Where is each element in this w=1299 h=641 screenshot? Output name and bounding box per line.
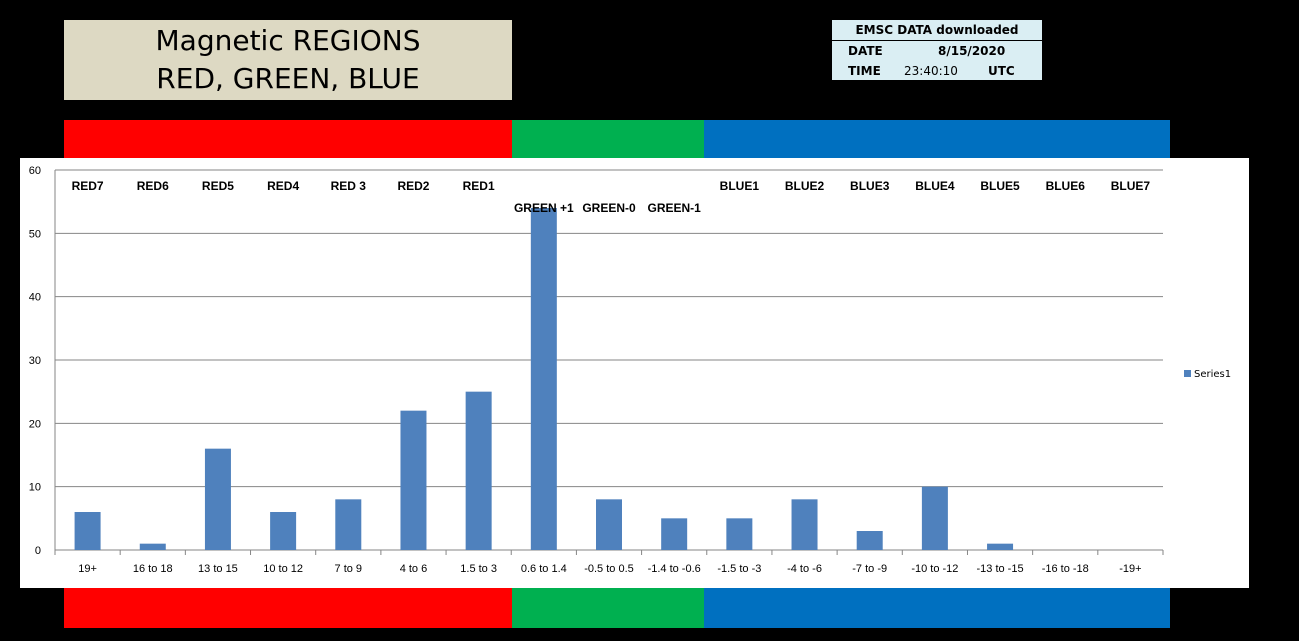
x-tick-label: -1.4 to -0.6 bbox=[648, 563, 701, 575]
region-label: BLUE7 bbox=[1111, 179, 1151, 193]
download-info-box: EMSC DATA downloaded DATE 8/15/2020 TIME… bbox=[832, 20, 1042, 80]
region-label: RED6 bbox=[137, 179, 169, 193]
bottom-red-band bbox=[64, 588, 512, 628]
y-tick-label: 60 bbox=[29, 165, 41, 177]
region-label: GREEN-1 bbox=[648, 201, 702, 215]
chart-area: 0 10 20 30 40 50 60 19+ 16 to 18 13 to 15 10 to 12… bbox=[20, 158, 1249, 588]
time-row: TIME 23:40:10 UTC bbox=[832, 61, 1042, 81]
x-tick-label: -7 to -9 bbox=[852, 563, 887, 575]
bottom-blue-band bbox=[704, 588, 1170, 628]
x-tick-label: 13 to 15 bbox=[198, 563, 238, 575]
title-line-1: Magnetic REGIONS bbox=[155, 24, 421, 57]
bar bbox=[791, 499, 818, 550]
bar-chart: 0 10 20 30 40 50 60 19+ 16 to 18 13 to 15 10 to 12… bbox=[29, 165, 1231, 575]
x-tick-label: 16 to 18 bbox=[133, 563, 173, 575]
x-tick-label: -13 to -15 bbox=[977, 563, 1024, 575]
region-label: BLUE1 bbox=[720, 179, 760, 193]
top-green-band bbox=[512, 120, 704, 160]
region-label: BLUE6 bbox=[1046, 179, 1086, 193]
bar bbox=[661, 518, 688, 550]
bar bbox=[987, 543, 1014, 550]
y-tick-label: 40 bbox=[29, 292, 41, 304]
x-tick-label: 4 to 6 bbox=[400, 563, 428, 575]
region-label: GREEN-0 bbox=[582, 201, 636, 215]
x-tick-label: -1.5 to -3 bbox=[717, 563, 761, 575]
legend-swatch bbox=[1184, 370, 1191, 377]
title-box: Magnetic REGIONS RED, GREEN, BLUE bbox=[64, 20, 512, 100]
region-label: BLUE5 bbox=[980, 179, 1020, 193]
x-tick-label: 10 to 12 bbox=[263, 563, 303, 575]
region-label: RED1 bbox=[463, 179, 495, 193]
bar bbox=[204, 448, 231, 550]
x-tick-label: -16 to -18 bbox=[1042, 563, 1089, 575]
y-tick-label: 10 bbox=[29, 482, 41, 494]
date-label: DATE bbox=[848, 44, 883, 58]
x-tick-label: 1.5 to 3 bbox=[460, 563, 497, 575]
bar bbox=[335, 499, 362, 550]
bar bbox=[270, 512, 297, 550]
x-tick-label: 19+ bbox=[78, 563, 97, 575]
bar bbox=[530, 208, 557, 550]
bar bbox=[74, 512, 101, 550]
bar bbox=[465, 391, 492, 550]
bar bbox=[139, 543, 166, 550]
x-tick-label: -0.5 to 0.5 bbox=[584, 563, 634, 575]
y-tick-label: 30 bbox=[29, 355, 41, 367]
title-line-2: RED, GREEN, BLUE bbox=[156, 62, 420, 95]
time-label: TIME bbox=[848, 64, 881, 78]
top-red-band bbox=[64, 120, 512, 160]
x-tick-label: -19+ bbox=[1119, 563, 1141, 575]
y-tick-label: 0 bbox=[35, 545, 41, 557]
region-label: GREEN +1 bbox=[514, 201, 574, 215]
region-label: RED7 bbox=[72, 179, 104, 193]
download-info-header: EMSC DATA downloaded bbox=[832, 20, 1042, 41]
region-label: RED2 bbox=[397, 179, 429, 193]
region-label: RED4 bbox=[267, 179, 299, 193]
region-label: BLUE2 bbox=[785, 179, 825, 193]
bar bbox=[856, 531, 883, 550]
x-tick-label: 7 to 9 bbox=[335, 563, 363, 575]
bar bbox=[921, 486, 948, 550]
bar bbox=[596, 499, 622, 550]
date-row: DATE 8/15/2020 bbox=[832, 41, 1042, 61]
top-blue-band bbox=[704, 120, 1170, 160]
bar bbox=[726, 518, 753, 550]
x-tick-label: 0.6 to 1.4 bbox=[521, 563, 567, 575]
time-zone: UTC bbox=[988, 64, 1015, 78]
region-label: BLUE3 bbox=[850, 179, 890, 193]
y-tick-label: 50 bbox=[29, 228, 41, 240]
region-label: RED5 bbox=[202, 179, 234, 193]
time-value: 23:40:10 bbox=[904, 64, 958, 78]
date-value: 8/15/2020 bbox=[938, 44, 1006, 58]
y-tick-label: 20 bbox=[29, 418, 41, 430]
region-label: BLUE4 bbox=[915, 179, 955, 193]
legend-label: Series1 bbox=[1194, 369, 1231, 380]
x-tick-label: -4 to -6 bbox=[787, 563, 822, 575]
bar bbox=[400, 410, 427, 550]
x-tick-label: -10 to -12 bbox=[911, 563, 958, 575]
region-label: RED 3 bbox=[331, 179, 367, 193]
bottom-green-band bbox=[512, 588, 704, 628]
